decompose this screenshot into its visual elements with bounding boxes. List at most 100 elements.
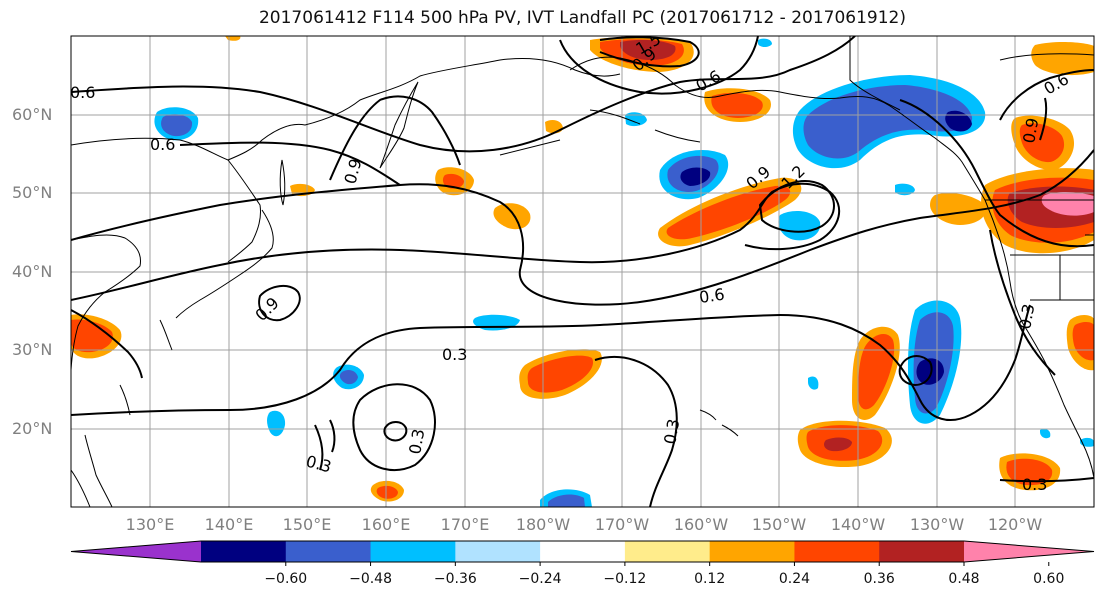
lon-label: 160°W [673,515,729,534]
colorbar-extend-low [71,541,201,562]
shade-negative-small-3 [758,38,772,47]
contour-09-loop [258,284,301,322]
coast-hawaii [699,409,739,437]
lon-label: 170°W [594,515,650,534]
shade-positive-alaska [930,193,987,225]
shade-negative-small-2 [895,183,915,196]
pv-contours [71,36,1094,507]
shade-positive-small-1-inner [442,173,464,189]
colorbar-segment [794,541,880,562]
contour-03-west [71,309,143,379]
shade-positive-bc-inner [1019,123,1065,163]
lat-label: 40°N [12,262,53,281]
lon-label: 130°W [909,515,965,534]
lon-label: 150°W [751,515,807,534]
colorbar-segment [624,541,711,562]
shade-positive-small-2 [493,203,531,230]
contour-06-alaska [1039,97,1048,141]
coastlines [71,36,1094,507]
border-us-can [849,36,1094,201]
contour-label: 0.3 [1022,475,1047,494]
colorbar-tick-label: 0.24 [778,571,811,587]
lon-label: 130°E [125,515,175,534]
shade-positive-ne [1031,42,1094,76]
contour-06-se [989,229,1056,376]
colorbar-tick-label: −0.60 [264,571,308,587]
colorbar-tick-label: 0.48 [948,571,980,587]
colorbar-tick-label: 0.36 [863,571,895,587]
shade-positive-arctic-core [620,39,676,60]
colorbar-segment [455,541,541,562]
contour-15-arctic [599,36,700,68]
colorbar-tick-label: 0.12 [694,571,726,587]
colorbar [70,540,1095,566]
lon-label: 140°E [204,515,254,534]
colorbar-segment [540,541,626,562]
shade-positive-west-inner [71,319,113,353]
contour-06-north [71,36,856,153]
contour-03-se [999,477,1094,483]
contour-06-ne [999,69,1094,121]
colorbar-segment [370,541,456,562]
shaded-fields [71,36,1094,507]
coast-okhotsk [227,159,261,263]
coast-sakhalin [279,159,286,206]
lat-label: 30°N [12,340,53,359]
colorbar-extend-high [964,541,1094,562]
contour-03-loop [352,383,436,471]
shade-positive-trop-2-inner [1006,458,1053,486]
lon-label: 180°W [515,515,571,534]
shade-negative-south-inner [548,494,585,507]
coast-kamchatka [379,81,419,169]
map-frame [70,35,1095,508]
contour-03-w [314,419,336,471]
contour-label: 0.6 [150,135,175,154]
shade-negative-gulf-alaska-inner [803,85,973,159]
shade-positive-small-5-inner [1072,322,1094,361]
contour-06-middle [71,149,1094,306]
contour-09-se [898,355,933,387]
shade-positive-subtrop-1-inner [527,355,594,393]
shade-negative-mid-2-inner [339,369,358,385]
shade-positive-subtrop-2-inner [858,333,895,410]
colorbar-tick-label: −0.48 [349,571,392,587]
lat-label: 50°N [12,183,53,202]
shade-negative-trop [267,410,286,437]
shade-positive-gulf-inner [666,185,791,240]
contour-label: 0.6 [70,83,95,102]
figure-title: 2017061412 F114 500 hPa PV, IVT Landfall… [0,8,1105,28]
contour-label: 0.6 [698,285,726,307]
contour-label: 0.3 [660,417,683,445]
lon-label: 120°W [987,515,1043,534]
lat-label: 20°N [12,419,53,438]
contour-label: 0.3 [405,427,428,455]
contour-03-pac [594,356,678,507]
coast-aleutians [499,109,701,156]
colorbar-outline [70,540,1095,563]
shade-positive-aleut-n-inner [711,92,763,118]
shade-positive-small-3-inner [376,485,398,499]
contour-03-small [383,421,408,442]
lon-label: 140°W [830,515,886,534]
graticule [71,36,1094,507]
contour-label: 0.3 [442,345,467,364]
title-text: 2017061412 F114 500 hPa PV, IVT Landfall… [258,8,906,28]
colorbar-tick-label: −0.12 [603,571,647,587]
colorbar-tick-label: −0.36 [433,571,477,587]
contour-06-kam [179,141,401,186]
shade-negative-gulf-alaska-core [945,110,972,132]
shade-negative-small-4 [808,376,819,390]
contour-label: 0.3 [1015,302,1038,330]
coast-korea-china [71,234,141,371]
colorbar-tick-label: −0.24 [518,571,562,587]
contour-09-n [329,95,461,181]
border-us-states [1010,234,1094,301]
contour-03-main [71,304,1031,421]
coast-taiwan-phil [71,434,113,507]
shade-negative-small-1 [625,112,647,127]
coast-japan [175,209,274,319]
colorbar-segment [709,541,795,562]
shade-positive-nw-coast-max [1041,192,1094,216]
coast-alaska [569,56,1094,479]
